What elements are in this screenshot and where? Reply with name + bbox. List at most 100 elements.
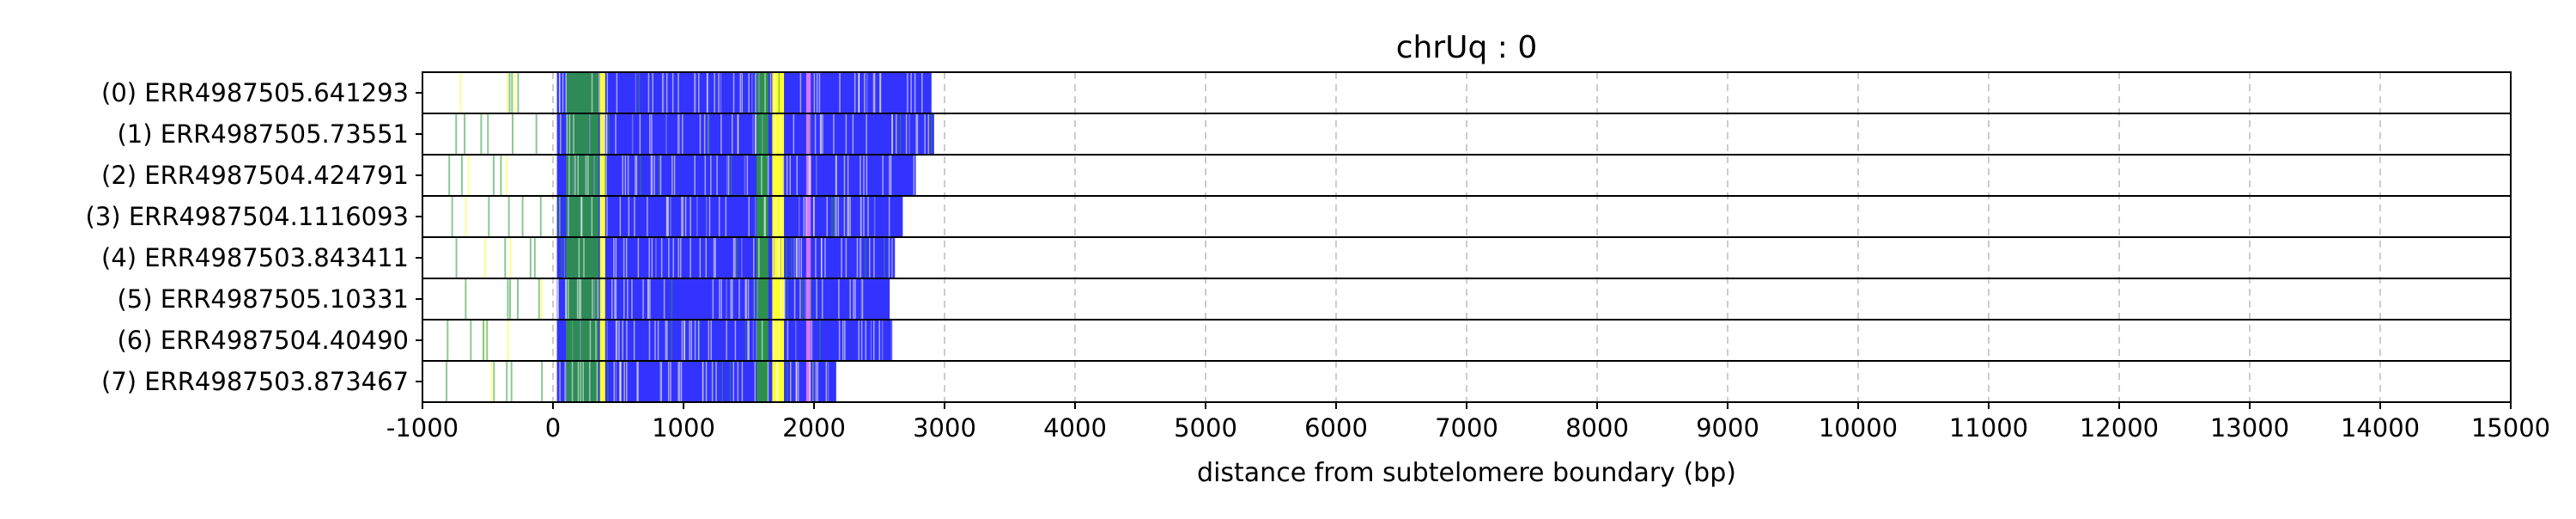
pink-stripe [805,361,811,402]
texture-stripe [703,113,706,155]
texture-stripe [624,155,627,196]
texture-stripe [626,361,628,402]
flank-stripe [505,155,507,196]
repeat-block [556,155,916,196]
read-tracks [422,71,2512,403]
texture-stripe [605,155,606,196]
texture-stripe [847,196,849,237]
texture-stripe [633,320,635,361]
texture-stripe [795,237,798,278]
yellow-stripe [599,320,605,361]
texture-stripe [896,113,897,155]
flank-stripe [455,237,458,278]
texture-stripe [822,113,823,155]
texture-stripe [707,72,708,113]
x-tick-label: 15000 [2471,413,2550,443]
texture-stripe [810,278,812,320]
texture-stripe [873,237,875,278]
texture-stripe [655,237,657,278]
texture-stripe [569,320,571,361]
texture-stripe [905,113,908,155]
texture-stripe [849,278,851,320]
texture-stripe [732,278,733,320]
texture-stripe [732,361,735,402]
texture-stripe [848,196,849,237]
texture-stripe [821,237,823,278]
flank-stripe [460,155,463,196]
texture-stripe [849,196,851,237]
chart-title: chrUq : 0 [1396,30,1538,65]
texture-stripe [560,113,562,155]
texture-stripe [690,320,693,361]
texture-stripe [639,113,641,155]
texture-stripe [726,278,727,320]
texture-stripe [616,72,618,113]
texture-stripe [580,196,583,237]
texture-stripe [565,72,568,113]
texture-stripe [659,155,662,196]
texture-stripe [865,237,866,278]
texture-stripe [653,155,655,196]
texture-stripe [682,196,684,237]
flank-stripe [506,361,508,402]
texture-stripe [642,278,644,320]
texture-stripe [890,320,893,361]
texture-stripe [873,320,875,361]
read-track [422,319,2512,362]
texture-stripe [694,155,696,196]
texture-stripe [775,196,777,237]
texture-stripe [754,196,756,237]
texture-stripe [915,113,917,155]
texture-stripe [737,113,739,155]
texture-stripe [882,155,884,196]
texture-stripe [732,237,735,278]
texture-stripe [744,320,747,361]
flank-stripe [470,320,472,361]
texture-stripe [824,237,826,278]
texture-stripe [916,113,919,155]
flank-stripe [507,196,510,237]
texture-stripe [696,196,698,237]
texture-stripe [556,278,559,320]
flank-stripe [538,278,540,320]
texture-stripe [810,155,811,196]
green-segment [756,72,769,113]
texture-stripe [779,113,781,155]
texture-stripe [684,196,687,237]
texture-stripe [767,361,769,402]
texture-stripe [799,278,801,320]
flank-stripe [521,196,524,237]
texture-stripe [616,320,618,361]
flank-stripe [465,196,467,237]
texture-stripe [816,278,817,320]
texture-stripe [825,361,828,402]
texture-stripe [660,361,662,402]
green-segment [756,361,769,402]
texture-stripe [819,113,822,155]
flank-stripe [447,320,449,361]
texture-stripe [710,320,713,361]
texture-stripe [607,361,609,402]
texture-stripe [667,361,670,402]
texture-stripe [781,278,782,320]
texture-stripe [773,237,775,278]
texture-stripe [719,278,720,320]
texture-stripe [725,196,727,237]
texture-stripe [573,113,574,155]
flank-stripe [486,320,489,361]
pink-stripe [805,278,811,320]
repeat-block [556,113,934,155]
texture-stripe [805,196,807,237]
texture-stripe [564,361,566,402]
flank-stripe [500,155,502,196]
texture-stripe [635,72,637,113]
texture-stripe [854,278,856,320]
texture-stripe [907,72,908,113]
texture-stripe [866,113,867,155]
texture-stripe [763,196,766,237]
repeat-block [556,361,836,402]
texture-stripe [805,278,806,320]
texture-stripe [865,320,867,361]
texture-stripe [841,320,844,361]
green-segment [566,72,599,113]
